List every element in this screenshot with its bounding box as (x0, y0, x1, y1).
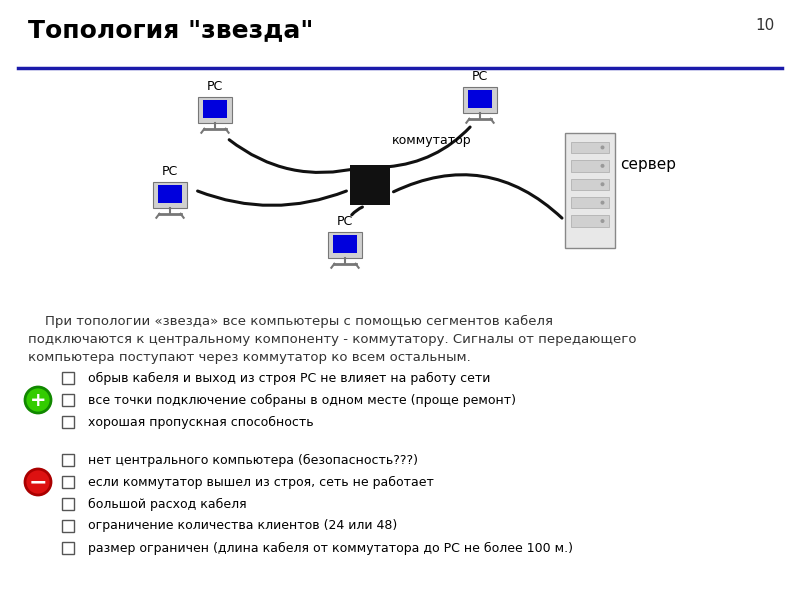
Text: если коммутатор вышел из строя, сеть не работает: если коммутатор вышел из строя, сеть не … (88, 475, 434, 488)
Text: компьютера поступают через коммутатор ко всем остальным.: компьютера поступают через коммутатор ко… (28, 351, 470, 364)
Text: −: − (29, 472, 47, 492)
Text: сервер: сервер (620, 157, 676, 173)
FancyBboxPatch shape (198, 97, 232, 122)
FancyBboxPatch shape (62, 416, 74, 428)
FancyBboxPatch shape (468, 90, 492, 108)
FancyBboxPatch shape (62, 476, 74, 488)
Text: большой расход кабеля: большой расход кабеля (88, 497, 246, 511)
FancyBboxPatch shape (571, 179, 609, 190)
Text: РС: РС (207, 80, 223, 94)
FancyBboxPatch shape (62, 520, 74, 532)
Text: ограничение количества клиентов (24 или 48): ограничение количества клиентов (24 или … (88, 520, 398, 533)
FancyBboxPatch shape (463, 88, 497, 113)
Text: +: + (30, 391, 46, 409)
Circle shape (601, 145, 605, 149)
Text: При топологии «звезда» все компьютеры с помощью сегментов кабеля: При топологии «звезда» все компьютеры с … (28, 315, 553, 328)
Text: подключаются к центральному компоненту - коммутатору. Сигналы от передающего: подключаются к центральному компоненту -… (28, 333, 637, 346)
FancyBboxPatch shape (154, 182, 186, 208)
FancyBboxPatch shape (571, 142, 609, 153)
FancyBboxPatch shape (62, 454, 74, 466)
Text: все точки подключение собраны в одном месте (проще ремонт): все точки подключение собраны в одном ме… (88, 394, 516, 407)
FancyBboxPatch shape (350, 165, 390, 205)
FancyBboxPatch shape (333, 235, 357, 253)
Circle shape (25, 469, 51, 495)
FancyBboxPatch shape (565, 133, 615, 247)
Text: РС: РС (337, 215, 353, 229)
FancyBboxPatch shape (62, 394, 74, 406)
Circle shape (601, 182, 605, 186)
FancyBboxPatch shape (203, 100, 227, 118)
Text: нет центрального компьютера (безопасность???): нет центрального компьютера (безопасност… (88, 454, 418, 467)
Circle shape (25, 387, 51, 413)
Text: 10: 10 (756, 18, 775, 33)
FancyBboxPatch shape (571, 160, 609, 172)
Text: РС: РС (162, 166, 178, 178)
Circle shape (601, 219, 605, 223)
Circle shape (601, 164, 605, 168)
FancyBboxPatch shape (158, 185, 182, 203)
Text: Топология "звезда": Топология "звезда" (28, 18, 314, 42)
FancyBboxPatch shape (62, 372, 74, 384)
Text: обрыв кабеля и выход из строя РС не влияет на работу сети: обрыв кабеля и выход из строя РС не влия… (88, 371, 490, 385)
FancyBboxPatch shape (62, 542, 74, 554)
Text: РС: РС (472, 70, 488, 83)
Text: коммутатор: коммутатор (392, 134, 472, 147)
Text: хорошая пропускная способность: хорошая пропускная способность (88, 415, 314, 428)
FancyBboxPatch shape (62, 498, 74, 510)
FancyBboxPatch shape (571, 215, 609, 227)
FancyBboxPatch shape (328, 232, 362, 257)
Text: размер ограничен (длина кабеля от коммутатора до РС не более 100 м.): размер ограничен (длина кабеля от коммут… (88, 541, 573, 554)
Circle shape (601, 200, 605, 205)
FancyBboxPatch shape (571, 197, 609, 208)
